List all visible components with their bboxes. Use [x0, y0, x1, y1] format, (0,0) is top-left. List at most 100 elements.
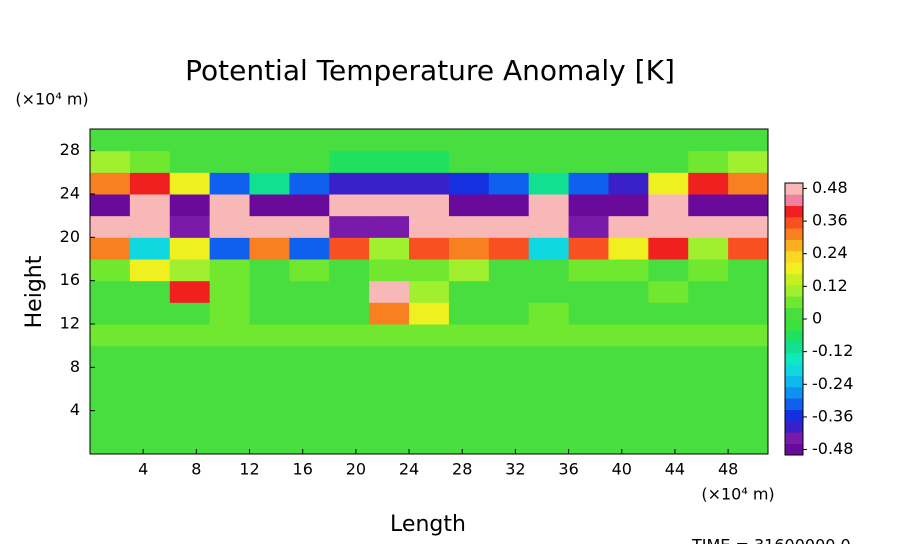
heat-cell: [728, 410, 769, 433]
colorbar-tick-label: -0.48: [812, 439, 853, 458]
heat-cell: [488, 410, 530, 433]
heat-cell: [448, 150, 490, 173]
colorbar-swatch: [785, 421, 803, 433]
heat-cell: [169, 280, 211, 303]
heat-cell: [90, 324, 131, 347]
heat-cell: [129, 324, 171, 347]
heat-cell: [568, 237, 609, 260]
heat-cell: [728, 367, 769, 390]
heat-cell: [608, 237, 649, 260]
heat-cell: [528, 259, 570, 282]
heat-cell: [209, 389, 251, 412]
heat-cell: [90, 389, 131, 412]
heat-cell: [648, 172, 689, 195]
heat-cell: [249, 150, 290, 173]
y-tick-label: 28: [60, 140, 80, 159]
heat-cell: [209, 280, 251, 303]
heat-cell: [90, 432, 131, 455]
heat-cell: [289, 194, 330, 217]
heat-cell: [528, 432, 570, 455]
colorbar-swatch: [785, 183, 803, 195]
heat-cell: [528, 324, 570, 347]
heat-cell: [648, 215, 689, 238]
heat-cell: [209, 410, 251, 433]
x-tick-label: 44: [665, 460, 685, 479]
heat-cell: [568, 215, 609, 238]
heat-cell: [289, 410, 330, 433]
heat-cell: [329, 345, 370, 368]
heat-cell: [329, 324, 370, 347]
heat-cell: [409, 280, 450, 303]
y-tick-label: 24: [60, 184, 80, 203]
heat-cell: [568, 367, 609, 390]
heat-cell: [528, 194, 570, 217]
heat-cell: [209, 367, 251, 390]
heat-cell: [648, 280, 689, 303]
colorbar-swatch: [785, 205, 803, 218]
heat-cell: [90, 259, 131, 282]
heat-cell: [369, 324, 410, 347]
heat-cell: [169, 237, 211, 260]
x-tick-label: 12: [239, 460, 259, 479]
colorbar-tick-label: -0.24: [812, 374, 853, 393]
heat-cell: [90, 150, 131, 173]
heat-cell: [329, 237, 370, 260]
heat-cell: [728, 280, 769, 303]
heat-cell: [129, 280, 171, 303]
heat-cell: [129, 129, 171, 152]
heat-cell: [648, 237, 689, 260]
y-unit: (×10⁴ m): [15, 90, 88, 109]
heat-cell: [369, 389, 410, 412]
heat-cell: [249, 302, 290, 325]
heat-cell: [728, 432, 769, 455]
heat-cell: [688, 432, 729, 455]
x-tick-label: 16: [293, 460, 313, 479]
heat-cell: [289, 389, 330, 412]
heat-cell: [568, 280, 609, 303]
heat-cell: [249, 237, 290, 260]
colorbar-swatch: [785, 262, 803, 274]
heat-cell: [249, 129, 290, 152]
heat-cell: [369, 367, 410, 390]
colorbar-swatch: [785, 443, 803, 456]
heat-cell: [329, 280, 370, 303]
heat-cell: [448, 410, 490, 433]
heat-cell: [488, 389, 530, 412]
heat-cell: [249, 324, 290, 347]
heat-cell: [568, 410, 609, 433]
heat-cell: [90, 410, 131, 433]
heat-cell: [409, 215, 450, 238]
heat-cell: [568, 432, 609, 455]
heat-cell: [249, 259, 290, 282]
heat-cell: [568, 259, 609, 282]
heat-cell: [608, 150, 649, 173]
heat-cell: [528, 172, 570, 195]
heat-cell: [488, 215, 530, 238]
heat-cell: [409, 367, 450, 390]
heat-cell: [728, 259, 769, 282]
y-tick-label: 12: [60, 314, 80, 333]
heat-cell: [129, 345, 171, 368]
heat-cell: [688, 150, 729, 173]
heat-cell: [568, 389, 609, 412]
heat-cell: [448, 389, 490, 412]
colorbar-tick-label: 0.24: [812, 243, 848, 262]
heat-cell: [409, 194, 450, 217]
colorbar-swatch: [785, 353, 803, 365]
x-tick-label: 36: [558, 460, 578, 479]
heat-cell: [90, 215, 131, 238]
heat-cell: [409, 302, 450, 325]
colorbar-swatch: [785, 307, 803, 320]
heat-cell: [409, 172, 450, 195]
colorbar-swatch: [785, 364, 803, 376]
heat-cell: [409, 389, 450, 412]
plot-frame: [89, 128, 769, 455]
heat-cell: [648, 150, 689, 173]
heat-cell: [409, 150, 450, 173]
heat-cell: [728, 345, 769, 368]
heat-cell: [608, 345, 649, 368]
heat-cell: [728, 302, 769, 325]
x-tick-label: 4: [138, 460, 148, 479]
y-tick-label: 4: [70, 400, 80, 419]
